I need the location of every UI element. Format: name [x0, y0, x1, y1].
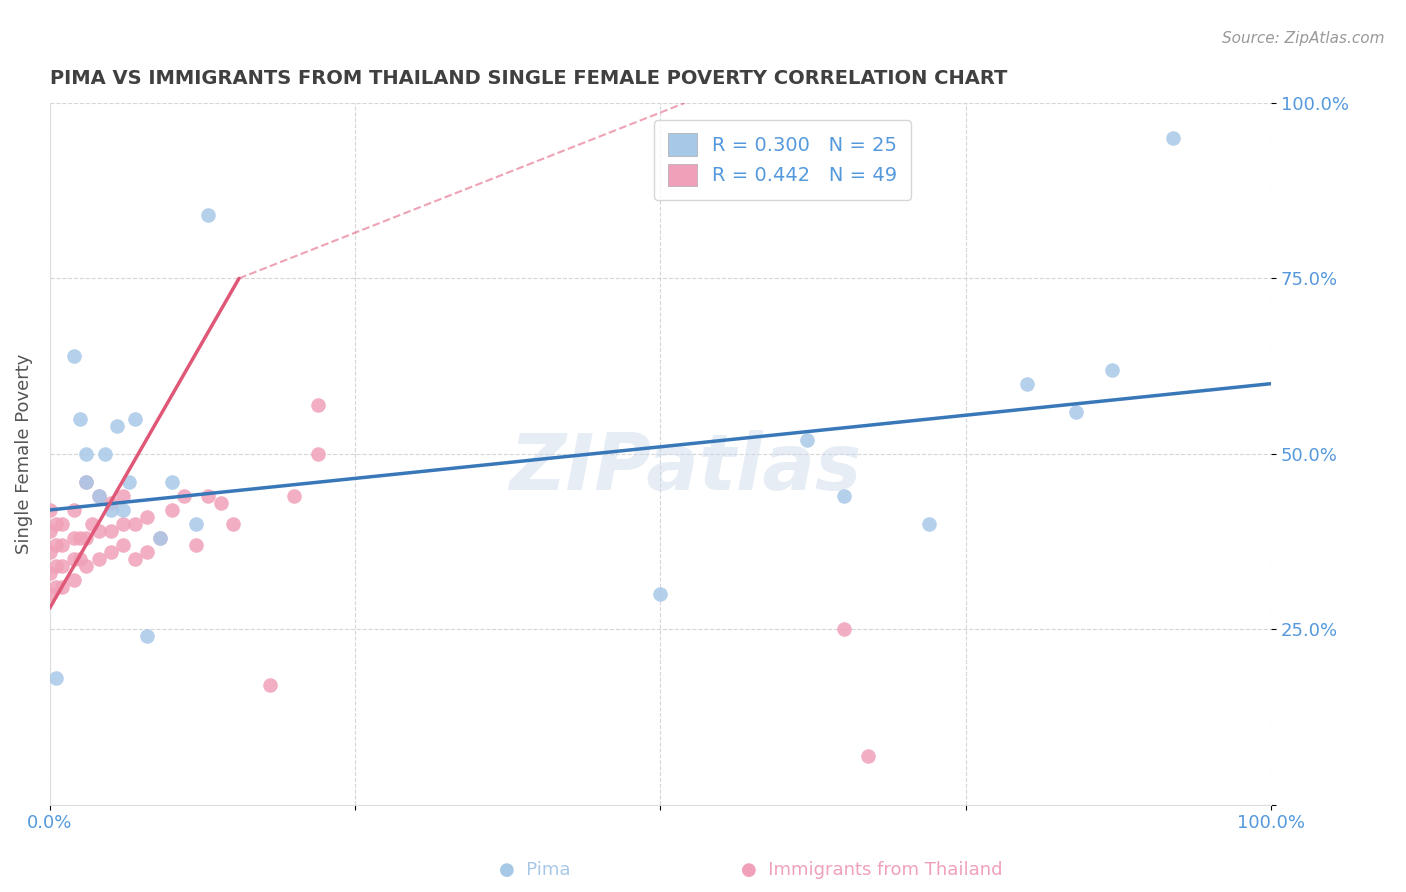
Point [832, 489, 855, 503]
Point [209, 496, 232, 510]
Point [63, 503, 86, 517]
Point [111, 516, 134, 531]
Point [796, 433, 818, 447]
Point [136, 510, 159, 524]
Point [38, 545, 60, 559]
Point [111, 503, 134, 517]
Point [51, 538, 73, 552]
Text: ●  Immigrants from Thailand: ● Immigrants from Thailand [741, 861, 1002, 879]
Point [63, 349, 86, 363]
Point [307, 447, 329, 461]
Point [75, 559, 97, 574]
Point [87, 489, 110, 503]
Point [93, 447, 115, 461]
Point [105, 418, 128, 433]
Point [197, 208, 219, 222]
Point [124, 552, 146, 566]
Point [856, 748, 879, 763]
Point [186, 516, 208, 531]
Point [45, 516, 67, 531]
Point [197, 489, 219, 503]
Text: PIMA VS IMMIGRANTS FROM THAILAND SINGLE FEMALE POVERTY CORRELATION CHART: PIMA VS IMMIGRANTS FROM THAILAND SINGLE … [49, 69, 1007, 87]
Point [118, 475, 141, 489]
Point [51, 580, 73, 594]
Point [100, 524, 122, 538]
Point [51, 516, 73, 531]
Point [87, 524, 110, 538]
Point [283, 489, 305, 503]
Legend: R = 0.300   N = 25, R = 0.442   N = 49: R = 0.300 N = 25, R = 0.442 N = 49 [654, 120, 911, 200]
Point [100, 545, 122, 559]
Point [100, 496, 122, 510]
Point [918, 516, 941, 531]
Point [69, 552, 91, 566]
Point [832, 622, 855, 636]
Point [45, 672, 67, 686]
Point [63, 552, 86, 566]
Point [186, 538, 208, 552]
Point [100, 503, 122, 517]
Point [124, 516, 146, 531]
Point [111, 489, 134, 503]
Point [1101, 362, 1123, 376]
Point [149, 531, 172, 545]
Point [38, 587, 60, 601]
Point [75, 447, 97, 461]
Text: Source: ZipAtlas.com: Source: ZipAtlas.com [1222, 31, 1385, 46]
Point [87, 552, 110, 566]
Point [1163, 131, 1185, 145]
Point [45, 559, 67, 574]
Point [160, 475, 183, 489]
Point [307, 398, 329, 412]
Point [63, 573, 86, 587]
Point [63, 531, 86, 545]
Point [45, 538, 67, 552]
Point [160, 503, 183, 517]
Y-axis label: Single Female Poverty: Single Female Poverty [15, 353, 32, 554]
Point [38, 524, 60, 538]
Point [222, 516, 245, 531]
Point [124, 411, 146, 425]
Point [259, 678, 281, 692]
Point [136, 629, 159, 643]
Point [1015, 376, 1038, 391]
Text: ●  Pima: ● Pima [499, 861, 569, 879]
Point [1064, 405, 1087, 419]
Point [173, 489, 195, 503]
Point [75, 531, 97, 545]
Point [75, 475, 97, 489]
Point [38, 566, 60, 581]
Point [69, 411, 91, 425]
Point [38, 503, 60, 517]
Point [45, 580, 67, 594]
Text: ZIPatlas: ZIPatlas [509, 430, 860, 506]
Point [69, 531, 91, 545]
Point [51, 559, 73, 574]
Point [87, 489, 110, 503]
Point [136, 545, 159, 559]
Point [82, 516, 104, 531]
Point [650, 587, 672, 601]
Point [75, 475, 97, 489]
Point [111, 538, 134, 552]
Point [149, 531, 172, 545]
